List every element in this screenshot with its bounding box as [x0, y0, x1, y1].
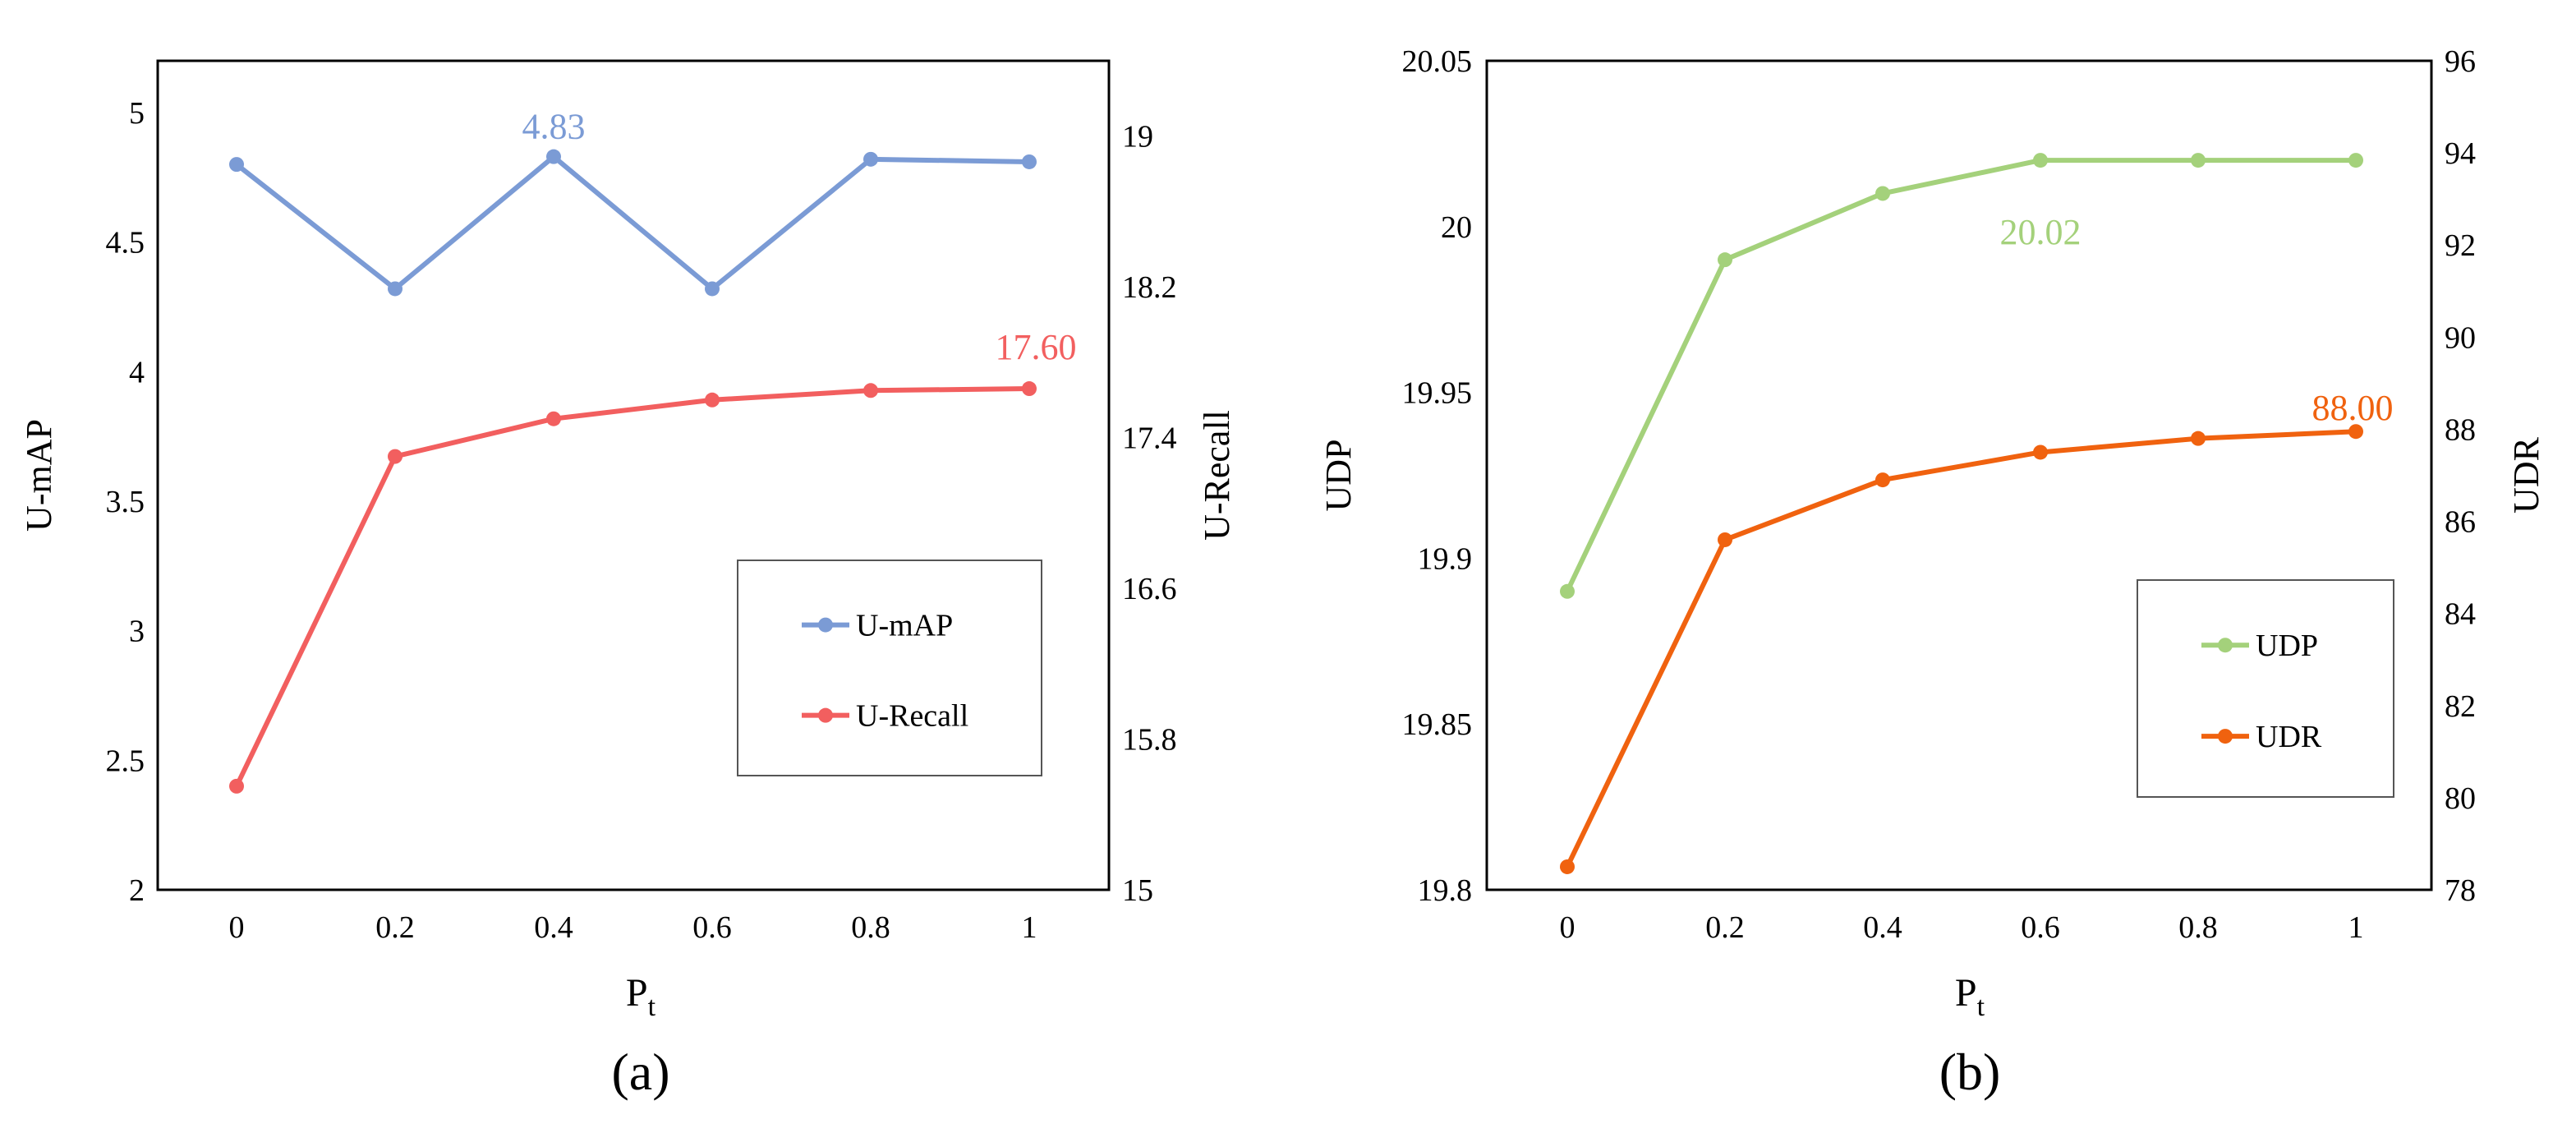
right-y-tick-label: 18.2	[1122, 270, 1177, 305]
chart-panel-b: 19.8 19.85 19.9 19.95 20 20.05 78 80 82 84 86 88 90 9…	[1318, 44, 2546, 1101]
right-y-tick-label: 84	[2445, 597, 2476, 632]
data-point-udp	[1718, 252, 1732, 268]
right-y-tick-label: 96	[2445, 44, 2476, 79]
legend-box	[737, 560, 1042, 776]
left-y-tick-label: 19.8	[1418, 873, 1473, 908]
data-point-u-recall	[863, 383, 878, 398]
x-tick-label: 0	[229, 910, 245, 945]
data-point-udr	[2348, 424, 2363, 440]
legend-marker-udp	[2218, 638, 2233, 653]
data-label-u-recall: 17.60	[996, 327, 1077, 367]
right-y-tick-label: 17.4	[1122, 421, 1177, 456]
data-point-udp	[1875, 186, 1890, 201]
x-tick-label: 1	[1022, 910, 1037, 945]
data-point-u-recall	[546, 411, 561, 426]
left-y-tick-label: 19.85	[1402, 707, 1473, 742]
left-y-tick-label: 4	[129, 355, 145, 389]
x-tick-label: 0.8	[851, 910, 890, 945]
data-point-u-recall	[229, 778, 244, 794]
legend-marker-u-recall	[818, 707, 833, 723]
right-y-axis-label: UDR	[2506, 436, 2546, 514]
right-y-tick-label: 16.6	[1122, 572, 1177, 606]
x-tick-label: 0.6	[2021, 910, 2060, 945]
left-y-tick-label: 2.5	[106, 744, 145, 778]
data-point-udp	[2348, 153, 2363, 168]
right-y-tick-label: 92	[2445, 228, 2476, 263]
legend-marker-u-map	[818, 617, 833, 633]
x-tick-label: 0.2	[375, 910, 415, 945]
chart-panel-a: 2 2.5 3 3.5 4 4.5 5 15 15.8 16.6 17.4 18.2 19 0 0.2 0.4…	[19, 59, 1237, 1101]
right-y-tick-label: 78	[2445, 873, 2476, 908]
data-point-udr	[1718, 532, 1732, 547]
data-point-u-map	[388, 281, 402, 297]
left-y-tick-label: 5	[129, 96, 145, 131]
right-y-tick-label: 82	[2445, 689, 2476, 724]
left-y-axis-label: U-mAP	[19, 419, 59, 532]
left-y-tick-label: 3	[129, 615, 145, 649]
data-point-u-map	[1022, 154, 1037, 169]
data-point-u-map	[546, 149, 561, 164]
data-point-u-recall	[388, 449, 402, 464]
series-line-u-recall	[234, 386, 1030, 788]
legend-entry-label: U-Recall	[856, 699, 968, 734]
left-y-tick-label: 3.5	[106, 485, 145, 519]
x-axis-label: Pt	[1955, 971, 1985, 1022]
data-point-udr	[1875, 472, 1890, 488]
data-point-udr	[1560, 859, 1575, 874]
series-line-udp	[1565, 158, 2356, 593]
left-y-tick-label: 4.5	[106, 226, 145, 260]
data-point-u-map	[229, 157, 244, 173]
left-y-tick-label: 2	[129, 873, 145, 908]
data-point-u-recall	[705, 392, 720, 408]
x-tick-label: 0.2	[1705, 910, 1745, 945]
legend-entry-label: UDP	[2256, 629, 2318, 663]
series-line-u-map	[235, 154, 1030, 292]
plot-area-frame	[1485, 59, 2433, 891]
data-point-udp	[2033, 153, 2048, 168]
right-y-tick-label: 90	[2445, 320, 2476, 355]
data-point-u-recall	[1022, 381, 1037, 397]
x-tick-label: 0.6	[692, 910, 732, 945]
left-y-tick-label: 19.95	[1402, 376, 1473, 411]
x-axis-label: Pt	[626, 971, 656, 1022]
data-point-udr	[2033, 444, 2048, 460]
legend-marker-udr	[2218, 729, 2233, 744]
right-y-tick-label: 15	[1122, 873, 1153, 908]
right-y-tick-label: 86	[2445, 505, 2476, 540]
left-y-tick-label: 20.05	[1402, 44, 1473, 79]
x-tick-label: 1	[2348, 910, 2364, 945]
legend-box	[2137, 579, 2394, 798]
x-tick-label: 0	[1560, 910, 1576, 945]
panel-caption: (b)	[1939, 1043, 2001, 1101]
right-y-axis-label: U-Recall	[1197, 410, 1237, 541]
left-y-tick-label: 20	[1441, 210, 1472, 245]
data-point-udr	[2191, 431, 2206, 446]
legend: UDP UDR	[2137, 579, 2394, 798]
right-y-tick-label: 94	[2445, 136, 2476, 171]
plot-area-frame	[156, 59, 1111, 891]
data-point-u-map	[705, 281, 720, 297]
right-y-tick-label: 80	[2445, 781, 2476, 816]
left-y-axis-label: UDP	[1318, 439, 1359, 511]
left-y-tick-label: 19.9	[1418, 541, 1473, 576]
x-tick-label: 0.8	[2178, 910, 2218, 945]
data-point-udp	[2191, 153, 2206, 168]
legend: U-mAP U-Recall	[737, 560, 1042, 776]
right-y-tick-label: 88	[2445, 412, 2476, 447]
data-label-udp: 20.02	[2000, 212, 2082, 252]
legend-entry-label: U-mAP	[856, 609, 953, 643]
x-tick-label: 0.4	[1863, 910, 1902, 945]
series-line-udr	[1565, 429, 2357, 868]
data-point-udp	[1560, 583, 1575, 599]
data-label-udr: 88.00	[2312, 388, 2394, 428]
right-y-tick-label: 19	[1122, 120, 1153, 154]
data-label-u-map: 4.83	[522, 107, 586, 147]
legend-entry-label: UDR	[2256, 720, 2322, 754]
data-point-u-map	[863, 151, 878, 167]
panel-caption: (a)	[611, 1043, 669, 1101]
right-y-tick-label: 15.8	[1122, 723, 1177, 758]
x-tick-label: 0.4	[534, 910, 573, 945]
